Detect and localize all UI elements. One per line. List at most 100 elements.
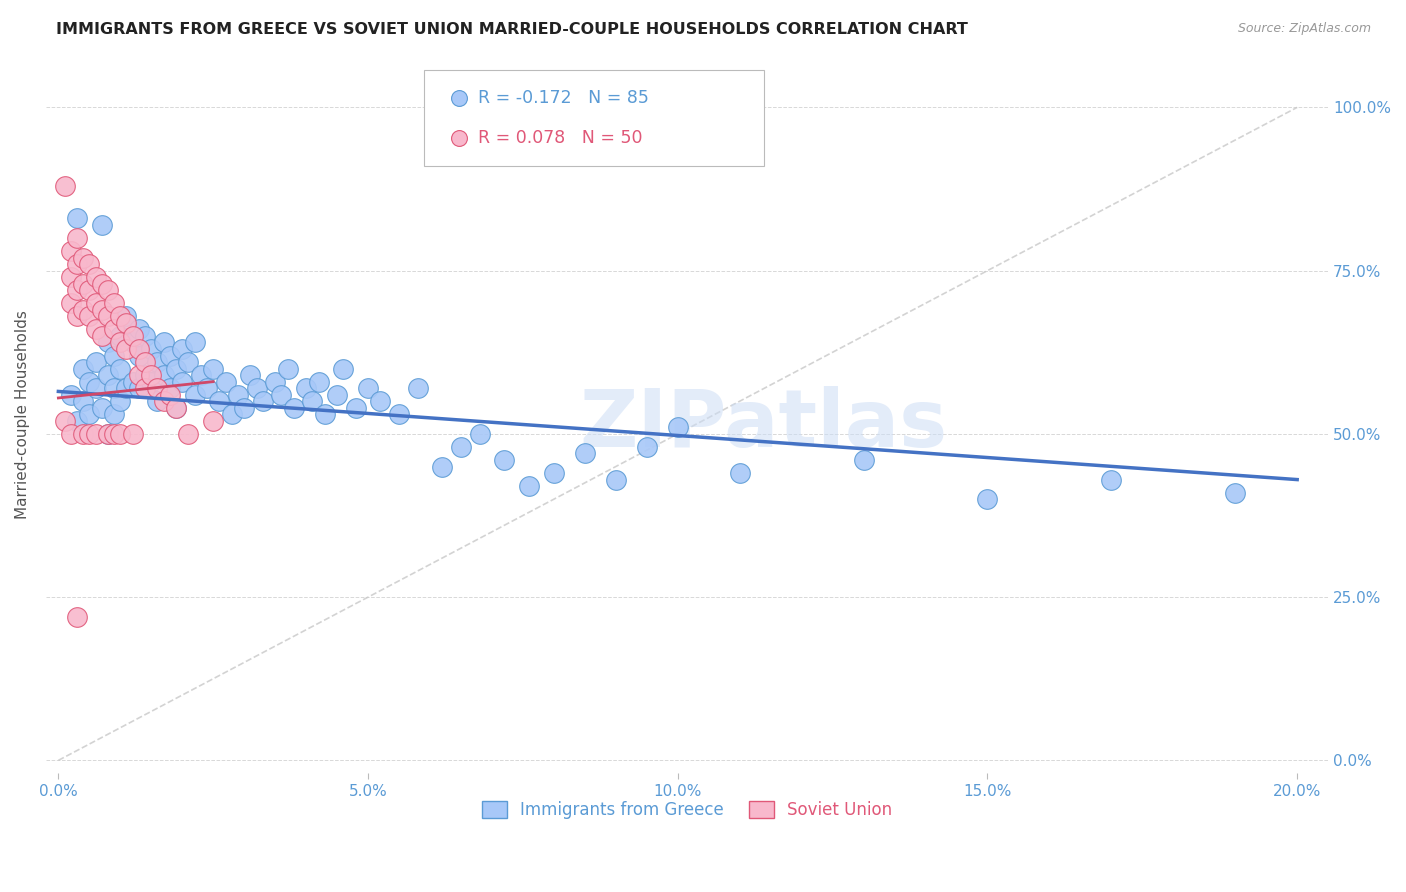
Point	[121, 335, 143, 350]
Point	[128, 322, 150, 336]
Point	[79, 257, 101, 271]
Point	[79, 283, 101, 297]
Point	[59, 387, 82, 401]
Point	[277, 361, 299, 376]
Point	[295, 381, 318, 395]
Point	[202, 361, 225, 376]
Point	[177, 426, 200, 441]
Point	[183, 387, 205, 401]
Point	[66, 257, 89, 271]
Point	[332, 361, 354, 376]
Text: R = 0.078   N = 50: R = 0.078 N = 50	[478, 128, 643, 147]
Point	[314, 407, 336, 421]
Point	[97, 283, 120, 297]
Point	[115, 381, 138, 395]
Point	[159, 381, 181, 395]
Point	[59, 296, 82, 310]
Point	[110, 310, 132, 324]
Text: Source: ZipAtlas.com: Source: ZipAtlas.com	[1237, 22, 1371, 36]
Point	[239, 368, 262, 383]
Point	[141, 375, 163, 389]
Point	[59, 426, 82, 441]
Point	[208, 394, 231, 409]
Point	[283, 401, 305, 415]
Point	[141, 342, 163, 356]
Text: ZIPatlas: ZIPatlas	[579, 386, 948, 464]
Point	[90, 277, 112, 291]
Point	[494, 453, 516, 467]
Point	[66, 414, 89, 428]
Point	[134, 381, 156, 395]
Point	[121, 329, 143, 343]
Point	[852, 453, 875, 467]
Point	[110, 394, 132, 409]
Point	[110, 335, 132, 350]
Point	[574, 446, 596, 460]
Point	[165, 361, 187, 376]
Point	[301, 394, 323, 409]
Point	[59, 244, 82, 258]
Point	[115, 342, 138, 356]
Point	[84, 322, 107, 336]
Point	[90, 329, 112, 343]
Point	[90, 302, 112, 317]
Point	[370, 394, 392, 409]
Point	[172, 375, 194, 389]
Point	[97, 426, 120, 441]
Point	[159, 349, 181, 363]
Point	[226, 387, 249, 401]
Point	[128, 381, 150, 395]
Point	[152, 368, 174, 383]
Point	[221, 407, 243, 421]
Point	[66, 211, 89, 226]
Point	[388, 407, 411, 421]
Point	[543, 466, 565, 480]
Point	[90, 218, 112, 232]
Point	[195, 381, 218, 395]
Legend: Immigrants from Greece, Soviet Union: Immigrants from Greece, Soviet Union	[475, 795, 898, 826]
Point	[344, 401, 367, 415]
Point	[110, 329, 132, 343]
Point	[79, 426, 101, 441]
Point	[84, 296, 107, 310]
Point	[128, 349, 150, 363]
Point	[84, 355, 107, 369]
Point	[177, 355, 200, 369]
Point	[517, 479, 540, 493]
Text: R = -0.172   N = 85: R = -0.172 N = 85	[478, 89, 650, 107]
Point	[115, 310, 138, 324]
Point	[245, 381, 267, 395]
Point	[115, 316, 138, 330]
Point	[165, 401, 187, 415]
Point	[79, 310, 101, 324]
Point	[468, 426, 491, 441]
Point	[172, 342, 194, 356]
Point	[121, 375, 143, 389]
Point	[357, 381, 380, 395]
Y-axis label: Married-couple Households: Married-couple Households	[15, 310, 30, 519]
Point	[308, 375, 330, 389]
Point	[66, 283, 89, 297]
Point	[134, 329, 156, 343]
Point	[1225, 485, 1247, 500]
Point	[103, 296, 125, 310]
Point	[159, 387, 181, 401]
Point	[233, 401, 256, 415]
Point	[103, 349, 125, 363]
Text: IMMIGRANTS FROM GREECE VS SOVIET UNION MARRIED-COUPLE HOUSEHOLDS CORRELATION CHA: IMMIGRANTS FROM GREECE VS SOVIET UNION M…	[56, 22, 969, 37]
Point	[121, 426, 143, 441]
FancyBboxPatch shape	[425, 70, 763, 167]
Point	[183, 335, 205, 350]
Point	[214, 375, 236, 389]
Point	[103, 381, 125, 395]
Point	[128, 368, 150, 383]
Point	[141, 368, 163, 383]
Point	[79, 375, 101, 389]
Point	[146, 355, 169, 369]
Point	[72, 361, 94, 376]
Point	[432, 459, 454, 474]
Point	[103, 407, 125, 421]
Point	[406, 381, 429, 395]
Point	[84, 270, 107, 285]
Point	[72, 302, 94, 317]
